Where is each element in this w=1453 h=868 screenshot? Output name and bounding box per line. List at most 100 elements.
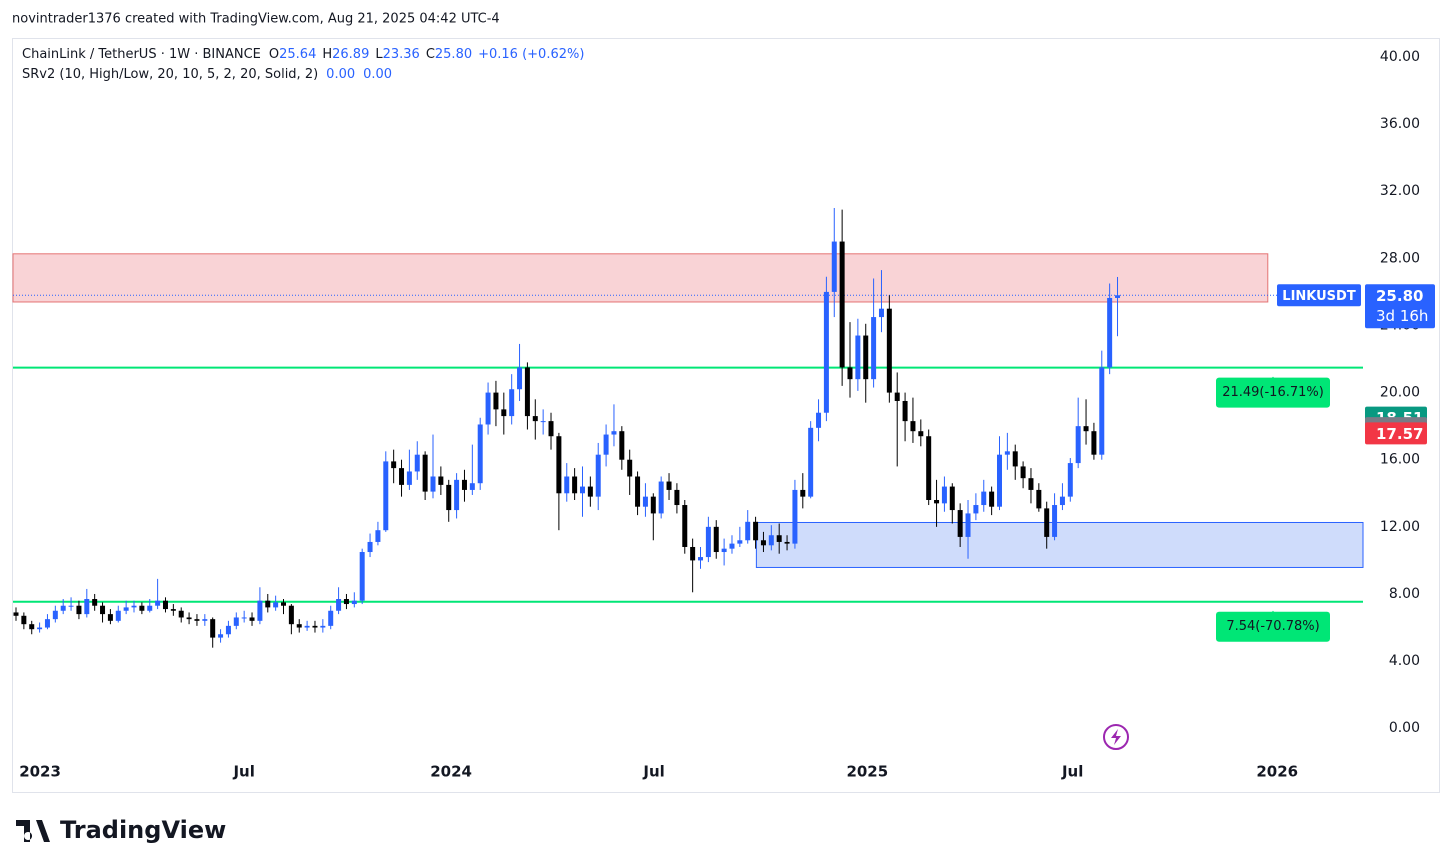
candle-body (682, 505, 688, 547)
candle-body (328, 610, 334, 626)
candle-body (501, 409, 507, 417)
candle-body (1028, 478, 1034, 490)
candle-body (359, 552, 365, 601)
candle-body (863, 335, 869, 380)
candle-body (878, 308, 884, 318)
brand-logo: TradingView (16, 816, 226, 844)
y-tick-label: 36.00 (1380, 116, 1420, 132)
y-tick-label: 28.00 (1380, 250, 1420, 266)
candle-body (965, 513, 971, 537)
candle-body (517, 367, 523, 390)
symbol-title: ChainLink / TetherUS · 1W · BINANCE (22, 47, 261, 62)
candle-body (44, 619, 50, 628)
zone (12, 253, 1269, 303)
candle-body (760, 540, 766, 546)
candle-body (13, 612, 19, 616)
candle-body (296, 624, 302, 628)
candle-body (68, 605, 74, 607)
candle-body (52, 610, 58, 620)
candle-body (910, 421, 916, 432)
candle-body (847, 367, 853, 380)
y-tick-label: 20.00 (1380, 385, 1420, 401)
candle-body (524, 367, 530, 417)
candle-body (186, 617, 192, 620)
candle-body (941, 486, 947, 504)
x-tick-label: 2024 (430, 763, 472, 781)
candle-body (1091, 431, 1097, 455)
header: novintrader1376 created with TradingView… (12, 12, 500, 27)
candle-body (485, 392, 491, 425)
candle-body (595, 454, 601, 497)
candle-body (29, 624, 35, 630)
indicator: SRv2 (10, High/Low, 20, 10, 5, 2, 20, So… (22, 67, 318, 82)
candle-body (414, 454, 420, 472)
level-label-box (1216, 377, 1330, 408)
candle-body (1004, 451, 1010, 455)
candle-body (776, 535, 782, 542)
candle-body (949, 486, 955, 511)
candle-body (666, 481, 672, 490)
symbol-badge (1277, 284, 1361, 307)
candle-body (635, 476, 641, 507)
candle-body (509, 389, 515, 417)
candle-body (729, 543, 735, 549)
candle-body (902, 400, 908, 422)
candle-body (1067, 463, 1073, 497)
candle-body (1012, 451, 1018, 467)
candle-body (642, 496, 648, 507)
lightning-icon[interactable] (1103, 724, 1129, 750)
candle-body (1083, 426, 1089, 432)
candle-body (800, 489, 806, 497)
candle-body (753, 521, 759, 541)
candle-body (918, 431, 924, 437)
plot: 21.49(-16.71%) 7.54(-70.78%) (12, 207, 1364, 648)
candle-body (155, 600, 161, 606)
candle-body (705, 526, 711, 558)
candle-body (288, 605, 294, 625)
candle-body (76, 605, 82, 615)
candle-body (461, 479, 467, 490)
candle-body (210, 619, 216, 638)
candle-body (454, 479, 460, 511)
candle-body (996, 454, 1002, 507)
candle-body (1020, 466, 1026, 479)
candle-body (603, 434, 609, 455)
candle-body (383, 461, 389, 531)
candle-body (100, 605, 106, 615)
y-tick-label: 12.00 (1380, 519, 1420, 535)
candle-body (257, 600, 263, 621)
candle-body (831, 241, 837, 292)
brand-name: TradingView (60, 816, 226, 844)
candle-body (233, 617, 239, 626)
candle-body (1036, 489, 1042, 509)
x-tick-label: Jul (232, 763, 254, 781)
candle-body (202, 619, 208, 621)
indicator-value: 0.00 (363, 67, 392, 82)
x-tick-label: 2026 (1256, 763, 1298, 781)
candle-body (477, 424, 483, 484)
candle-body (115, 610, 121, 621)
candle-body (92, 599, 98, 606)
level-label-box (1216, 611, 1330, 642)
frame (12, 38, 1440, 793)
ohlc-value: 25.80 (435, 47, 472, 62)
candle-body (1059, 496, 1065, 506)
candle-body (658, 481, 664, 514)
last-price-badge (1365, 284, 1435, 329)
ohlc-label: L (375, 47, 383, 62)
candle-body (162, 600, 168, 610)
candle-body (556, 436, 562, 494)
candle-body (367, 541, 373, 553)
legend: ChainLink / TetherUS · 1W · BINANCE O25.6… (22, 47, 584, 62)
candle-body (399, 468, 405, 485)
price-tag (1365, 422, 1427, 445)
candle-body (265, 600, 271, 608)
candle-body (698, 557, 704, 561)
candle-body (194, 619, 200, 621)
candle-body (107, 614, 113, 621)
candle-body (336, 599, 342, 611)
candle-body (572, 476, 578, 494)
y-tick-label: 16.00 (1380, 452, 1420, 468)
indicator-value: 0.00 (326, 67, 355, 82)
ohlc-value: 25.64 (279, 47, 316, 62)
